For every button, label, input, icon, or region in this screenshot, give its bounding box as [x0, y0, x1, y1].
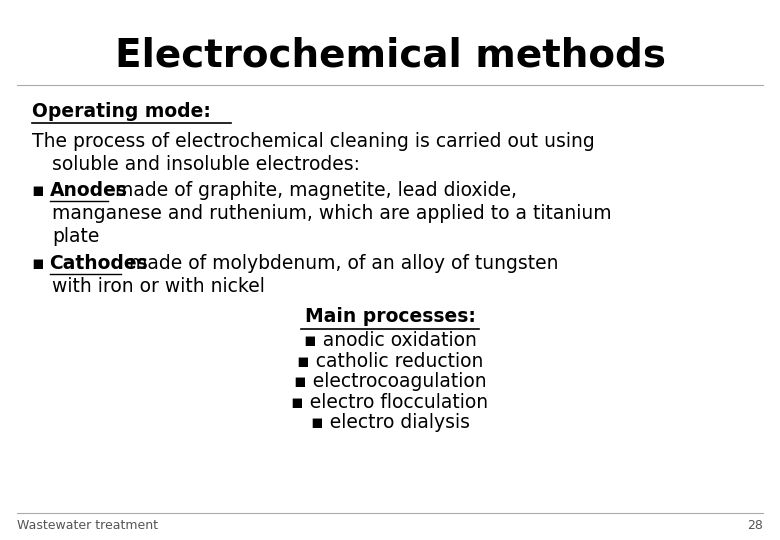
Text: with iron or with nickel: with iron or with nickel: [52, 276, 264, 295]
Text: ▪: ▪: [33, 181, 51, 200]
Text: Electrochemical methods: Electrochemical methods: [115, 36, 665, 74]
Text: made of graphite, magnetite, lead dioxide,: made of graphite, magnetite, lead dioxid…: [109, 181, 517, 200]
Text: manganese and ruthenium, which are applied to a titanium: manganese and ruthenium, which are appli…: [52, 204, 612, 223]
Text: made of molybdenum, of an alloy of tungsten: made of molybdenum, of an alloy of tungs…: [122, 253, 558, 273]
Text: plate: plate: [52, 227, 99, 246]
Text: ▪ electrocoagulation: ▪ electrocoagulation: [294, 372, 486, 391]
Text: Cathodes: Cathodes: [50, 253, 148, 273]
Text: soluble and insoluble electrodes:: soluble and insoluble electrodes:: [52, 154, 360, 174]
Text: ▪ catholic reduction: ▪ catholic reduction: [297, 352, 483, 371]
Text: Wastewater treatment: Wastewater treatment: [17, 519, 158, 532]
Text: Anodes: Anodes: [50, 181, 128, 200]
Text: Operating mode:: Operating mode:: [33, 102, 211, 121]
Text: ▪ electro dialysis: ▪ electro dialysis: [310, 413, 470, 432]
Text: ▪ electro flocculation: ▪ electro flocculation: [292, 393, 488, 411]
Text: ▪: ▪: [33, 253, 51, 273]
Text: 28: 28: [747, 519, 763, 532]
Text: ▪ anodic oxidation: ▪ anodic oxidation: [303, 332, 477, 350]
Text: The process of electrochemical cleaning is carried out using: The process of electrochemical cleaning …: [33, 132, 595, 151]
Text: Main processes:: Main processes:: [304, 307, 476, 326]
